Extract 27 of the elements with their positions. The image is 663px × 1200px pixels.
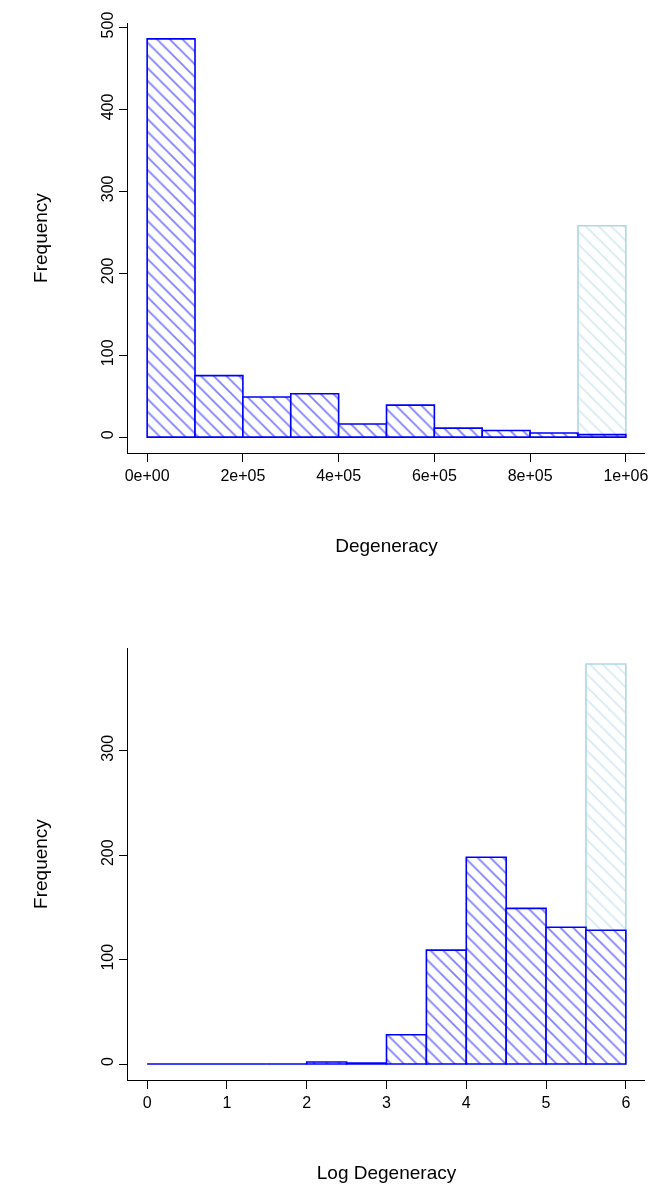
x-tick-label: 8e+05: [507, 467, 553, 485]
x-axis-title: Log Degeneracy: [316, 1162, 457, 1183]
x-tick-label: 2: [302, 1094, 312, 1112]
x-tick-label: 0: [142, 1094, 152, 1112]
y-axis-title: Frequency: [30, 818, 52, 909]
y-tick-label: 400: [98, 93, 116, 121]
x-tick-label: 4: [461, 1094, 471, 1112]
y-axis-title: Frequency: [30, 192, 52, 283]
x-tick-label: 5: [541, 1094, 551, 1112]
x-tick-label: 6e+05: [411, 467, 457, 485]
x-tick-label: 3: [382, 1094, 392, 1112]
x-axis-title: Degeneracy: [335, 535, 439, 556]
y-tick-label: 0: [98, 1057, 116, 1067]
y-tick-label: 200: [98, 839, 116, 867]
x-tick-label: 4e+05: [316, 467, 362, 485]
y-tick-label: 300: [98, 175, 116, 203]
x-tick-label: 1e+06: [603, 467, 649, 485]
x-tick-label: 6: [621, 1094, 631, 1112]
x-tick-label: 2e+05: [220, 467, 266, 485]
y-tick-label: 0: [98, 430, 116, 440]
y-tick-label: 100: [98, 339, 116, 367]
y-tick-label: 200: [98, 257, 116, 285]
y-tick-label: 100: [98, 943, 116, 971]
y-tick-label: 500: [98, 11, 116, 39]
y-tick-label: 300: [98, 734, 116, 762]
x-tick-label: 1: [222, 1094, 232, 1112]
x-tick-label: 0e+00: [124, 467, 170, 485]
